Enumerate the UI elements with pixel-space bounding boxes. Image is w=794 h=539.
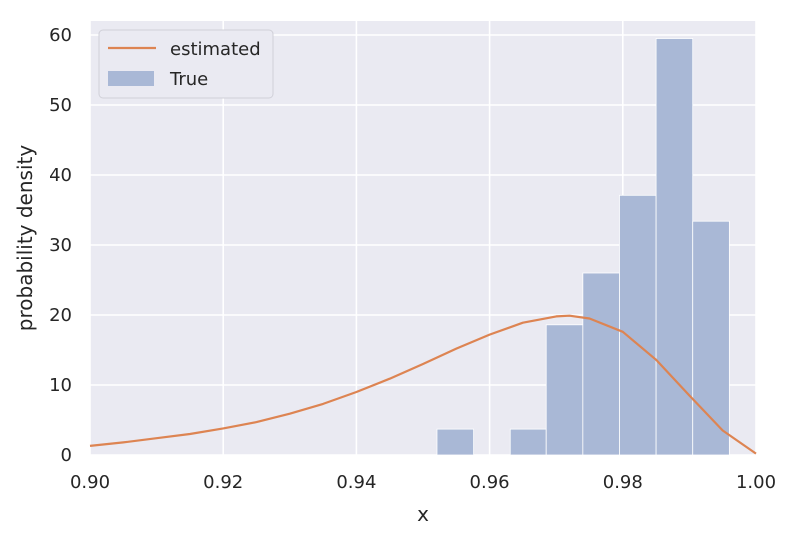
y-tick-label: 10 xyxy=(49,375,72,396)
y-axis-label: probability density xyxy=(13,145,37,332)
y-tick-label: 40 xyxy=(49,165,72,186)
histogram-bar xyxy=(655,38,694,456)
x-tick-label: 0.96 xyxy=(470,472,510,493)
y-tick-label: 30 xyxy=(49,235,72,256)
legend-estimated-label: estimated xyxy=(170,39,261,60)
estimated-line xyxy=(89,314,757,455)
histogram-bar xyxy=(619,194,657,456)
y-axis-ticks: 0 10 20 30 40 50 60 xyxy=(49,25,72,466)
y-tick-label: 50 xyxy=(49,95,72,116)
histogram-bars xyxy=(436,38,730,456)
estimated-series-line xyxy=(89,314,757,455)
y-tick-label: 20 xyxy=(49,305,72,326)
histogram-bar xyxy=(509,428,547,456)
x-tick-label: 0.92 xyxy=(203,472,243,493)
histogram-bar xyxy=(545,324,584,456)
histogram-bar xyxy=(582,272,620,456)
legend-true-swatch xyxy=(108,71,154,86)
y-tick-label: 60 xyxy=(49,25,72,46)
x-tick-label: 0.94 xyxy=(336,472,376,493)
x-tick-label: 0.90 xyxy=(70,472,110,493)
legend-true-label: True xyxy=(169,69,208,90)
histogram-bar xyxy=(692,220,730,456)
x-axis-label: x xyxy=(417,502,429,526)
histogram-bar xyxy=(436,428,475,456)
legend: estimated True xyxy=(98,29,274,99)
y-tick-label: 0 xyxy=(61,445,72,466)
x-axis-ticks: 0.90 0.92 0.94 0.96 0.98 1.00 xyxy=(70,472,776,493)
x-tick-label: 1.00 xyxy=(736,472,776,493)
x-tick-label: 0.98 xyxy=(603,472,643,493)
